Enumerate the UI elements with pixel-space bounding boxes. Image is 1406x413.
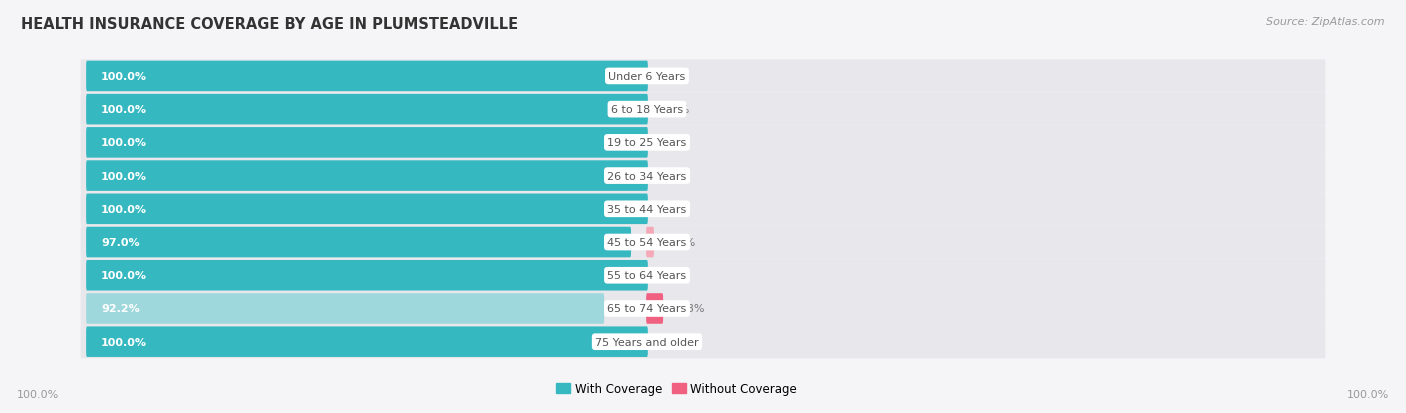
FancyBboxPatch shape: [80, 60, 1326, 93]
Text: 100.0%: 100.0%: [101, 204, 148, 214]
FancyBboxPatch shape: [86, 95, 648, 125]
Text: 0.0%: 0.0%: [661, 337, 689, 347]
FancyBboxPatch shape: [80, 93, 1326, 126]
FancyBboxPatch shape: [86, 128, 648, 158]
FancyBboxPatch shape: [80, 226, 1326, 259]
Text: 6 to 18 Years: 6 to 18 Years: [612, 105, 683, 115]
Text: 100.0%: 100.0%: [1347, 389, 1389, 399]
Text: Under 6 Years: Under 6 Years: [609, 72, 686, 82]
Text: 92.2%: 92.2%: [101, 304, 139, 314]
FancyBboxPatch shape: [647, 227, 654, 258]
Text: 55 to 64 Years: 55 to 64 Years: [607, 271, 686, 280]
Text: 0.0%: 0.0%: [661, 105, 689, 115]
FancyBboxPatch shape: [86, 294, 605, 324]
FancyBboxPatch shape: [80, 126, 1326, 159]
Text: 0.0%: 0.0%: [661, 72, 689, 82]
Text: 75 Years and older: 75 Years and older: [595, 337, 699, 347]
FancyBboxPatch shape: [80, 159, 1326, 193]
Text: 100.0%: 100.0%: [101, 138, 148, 148]
Text: 65 to 74 Years: 65 to 74 Years: [607, 304, 686, 314]
FancyBboxPatch shape: [86, 161, 648, 191]
Text: 0.0%: 0.0%: [661, 204, 689, 214]
Text: Source: ZipAtlas.com: Source: ZipAtlas.com: [1267, 17, 1385, 26]
FancyBboxPatch shape: [647, 294, 664, 324]
FancyBboxPatch shape: [86, 260, 648, 291]
Text: 0.0%: 0.0%: [661, 271, 689, 280]
Text: 97.0%: 97.0%: [101, 237, 139, 247]
Text: 100.0%: 100.0%: [101, 337, 148, 347]
Text: 100.0%: 100.0%: [101, 271, 148, 280]
FancyBboxPatch shape: [86, 194, 648, 225]
FancyBboxPatch shape: [80, 259, 1326, 292]
Text: 100.0%: 100.0%: [101, 72, 148, 82]
Text: 0.0%: 0.0%: [661, 138, 689, 148]
Legend: With Coverage, Without Coverage: With Coverage, Without Coverage: [555, 382, 797, 395]
Text: 35 to 44 Years: 35 to 44 Years: [607, 204, 686, 214]
FancyBboxPatch shape: [86, 327, 648, 357]
Text: 100.0%: 100.0%: [101, 171, 148, 181]
FancyBboxPatch shape: [80, 292, 1326, 325]
Text: 3.1%: 3.1%: [666, 237, 696, 247]
Text: 100.0%: 100.0%: [101, 105, 148, 115]
Text: HEALTH INSURANCE COVERAGE BY AGE IN PLUMSTEADVILLE: HEALTH INSURANCE COVERAGE BY AGE IN PLUM…: [21, 17, 519, 31]
Text: 45 to 54 Years: 45 to 54 Years: [607, 237, 686, 247]
Text: 100.0%: 100.0%: [17, 389, 59, 399]
FancyBboxPatch shape: [86, 62, 648, 92]
Text: 0.0%: 0.0%: [661, 171, 689, 181]
Text: 19 to 25 Years: 19 to 25 Years: [607, 138, 686, 148]
FancyBboxPatch shape: [80, 325, 1326, 358]
Text: 7.8%: 7.8%: [676, 304, 704, 314]
FancyBboxPatch shape: [80, 193, 1326, 226]
FancyBboxPatch shape: [86, 227, 631, 258]
Text: 26 to 34 Years: 26 to 34 Years: [607, 171, 686, 181]
